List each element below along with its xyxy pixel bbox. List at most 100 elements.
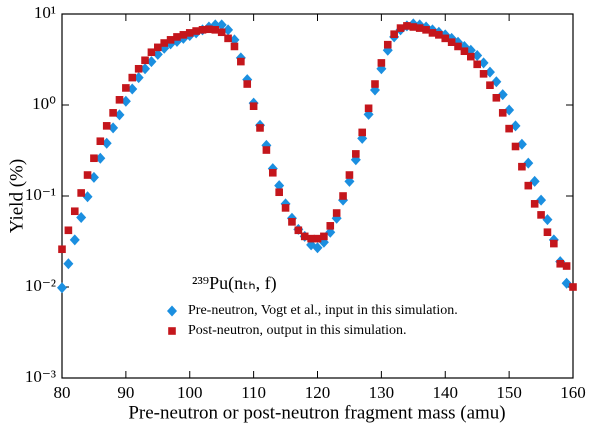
square-marker bbox=[326, 222, 335, 230]
square-marker bbox=[173, 33, 181, 41]
square-marker bbox=[166, 36, 175, 44]
square-marker bbox=[339, 192, 347, 200]
square-marker bbox=[134, 64, 143, 73]
diamond-marker bbox=[491, 76, 502, 88]
diamond-marker bbox=[140, 63, 151, 75]
diamond-marker bbox=[459, 40, 470, 52]
diamond-marker bbox=[536, 194, 547, 206]
diamond-marker bbox=[223, 24, 234, 36]
diamond-marker bbox=[120, 95, 131, 107]
x-tick-label: 130 bbox=[369, 383, 395, 402]
diamond-marker bbox=[229, 34, 240, 46]
diamond-marker bbox=[504, 104, 515, 116]
diamond-marker bbox=[497, 89, 508, 101]
square-marker bbox=[358, 128, 367, 137]
square-marker bbox=[511, 142, 520, 151]
square-marker bbox=[198, 26, 207, 34]
diamond-marker bbox=[114, 109, 125, 121]
diamond-marker bbox=[510, 120, 521, 132]
square-marker bbox=[288, 218, 296, 226]
diamond-marker bbox=[472, 49, 483, 61]
x-tick-label: 90 bbox=[117, 383, 134, 402]
square-marker bbox=[537, 211, 545, 219]
legend-marker bbox=[168, 327, 176, 335]
square-marker bbox=[109, 109, 117, 117]
square-marker bbox=[505, 124, 513, 133]
square-marker bbox=[473, 60, 481, 69]
square-marker bbox=[96, 137, 105, 146]
legend-label: Post-neutron, output in this simulation. bbox=[188, 323, 407, 338]
square-marker bbox=[185, 29, 194, 37]
square-marker bbox=[390, 30, 398, 38]
square-marker bbox=[256, 124, 264, 132]
square-marker bbox=[415, 24, 424, 32]
square-marker bbox=[281, 204, 290, 212]
diamond-marker bbox=[523, 157, 534, 169]
square-marker bbox=[160, 39, 168, 47]
square-marker bbox=[141, 56, 149, 65]
square-marker bbox=[371, 80, 379, 88]
x-axis-label: Pre-neutron or post-neutron fragment mas… bbox=[128, 402, 505, 423]
diamond-marker bbox=[542, 214, 553, 226]
square-marker bbox=[58, 245, 66, 254]
square-marker bbox=[377, 59, 386, 67]
diamond-marker bbox=[95, 152, 106, 164]
legend-marker bbox=[167, 305, 177, 317]
square-marker bbox=[122, 84, 130, 92]
square-marker bbox=[543, 228, 552, 237]
diamond-marker bbox=[478, 57, 489, 69]
square-marker bbox=[211, 26, 220, 34]
square-marker bbox=[498, 109, 507, 117]
x-tick-label: 150 bbox=[496, 383, 522, 402]
square-marker bbox=[479, 70, 488, 78]
square-marker bbox=[396, 24, 405, 32]
square-marker bbox=[364, 104, 373, 113]
square-marker bbox=[154, 43, 162, 52]
square-marker bbox=[454, 42, 462, 51]
square-marker bbox=[313, 234, 322, 243]
square-marker bbox=[128, 73, 137, 82]
diamond-marker bbox=[216, 19, 227, 31]
diamond-marker bbox=[63, 258, 74, 270]
square-marker bbox=[486, 81, 494, 90]
square-marker bbox=[115, 96, 124, 104]
square-marker bbox=[467, 52, 475, 61]
square-marker bbox=[409, 23, 418, 31]
square-marker bbox=[300, 232, 309, 241]
diamond-marker bbox=[484, 66, 495, 78]
square-marker bbox=[83, 171, 92, 179]
x-tick-label: 100 bbox=[177, 383, 203, 402]
y-axis-label: Yield (%) bbox=[6, 159, 27, 233]
y-tick-label: 10⁻² bbox=[25, 276, 56, 295]
square-marker bbox=[345, 171, 354, 179]
diamond-marker bbox=[57, 282, 67, 294]
diamond-marker bbox=[133, 72, 144, 84]
square-marker bbox=[460, 47, 469, 56]
diamond-marker bbox=[88, 171, 99, 183]
diamond-marker bbox=[76, 212, 87, 224]
y-tick-label: 10⁰ bbox=[32, 94, 56, 113]
square-marker bbox=[217, 28, 226, 37]
square-marker bbox=[569, 283, 577, 291]
square-marker bbox=[447, 38, 456, 46]
diamond-marker bbox=[274, 180, 285, 192]
square-marker bbox=[237, 57, 245, 66]
x-tick-label: 160 bbox=[560, 383, 586, 402]
square-marker bbox=[492, 93, 501, 102]
y-tick-label: 10⁻¹ bbox=[25, 185, 56, 204]
square-marker bbox=[530, 200, 539, 208]
square-marker bbox=[205, 25, 213, 34]
square-marker bbox=[179, 31, 188, 39]
square-marker bbox=[428, 29, 437, 37]
square-marker bbox=[224, 34, 232, 43]
square-marker bbox=[383, 40, 392, 49]
diamond-marker bbox=[152, 48, 163, 60]
square-marker bbox=[332, 209, 341, 217]
square-marker bbox=[307, 234, 315, 243]
square-marker bbox=[403, 22, 411, 30]
square-marker bbox=[192, 27, 200, 35]
square-marker bbox=[294, 226, 303, 235]
square-marker bbox=[102, 122, 111, 130]
